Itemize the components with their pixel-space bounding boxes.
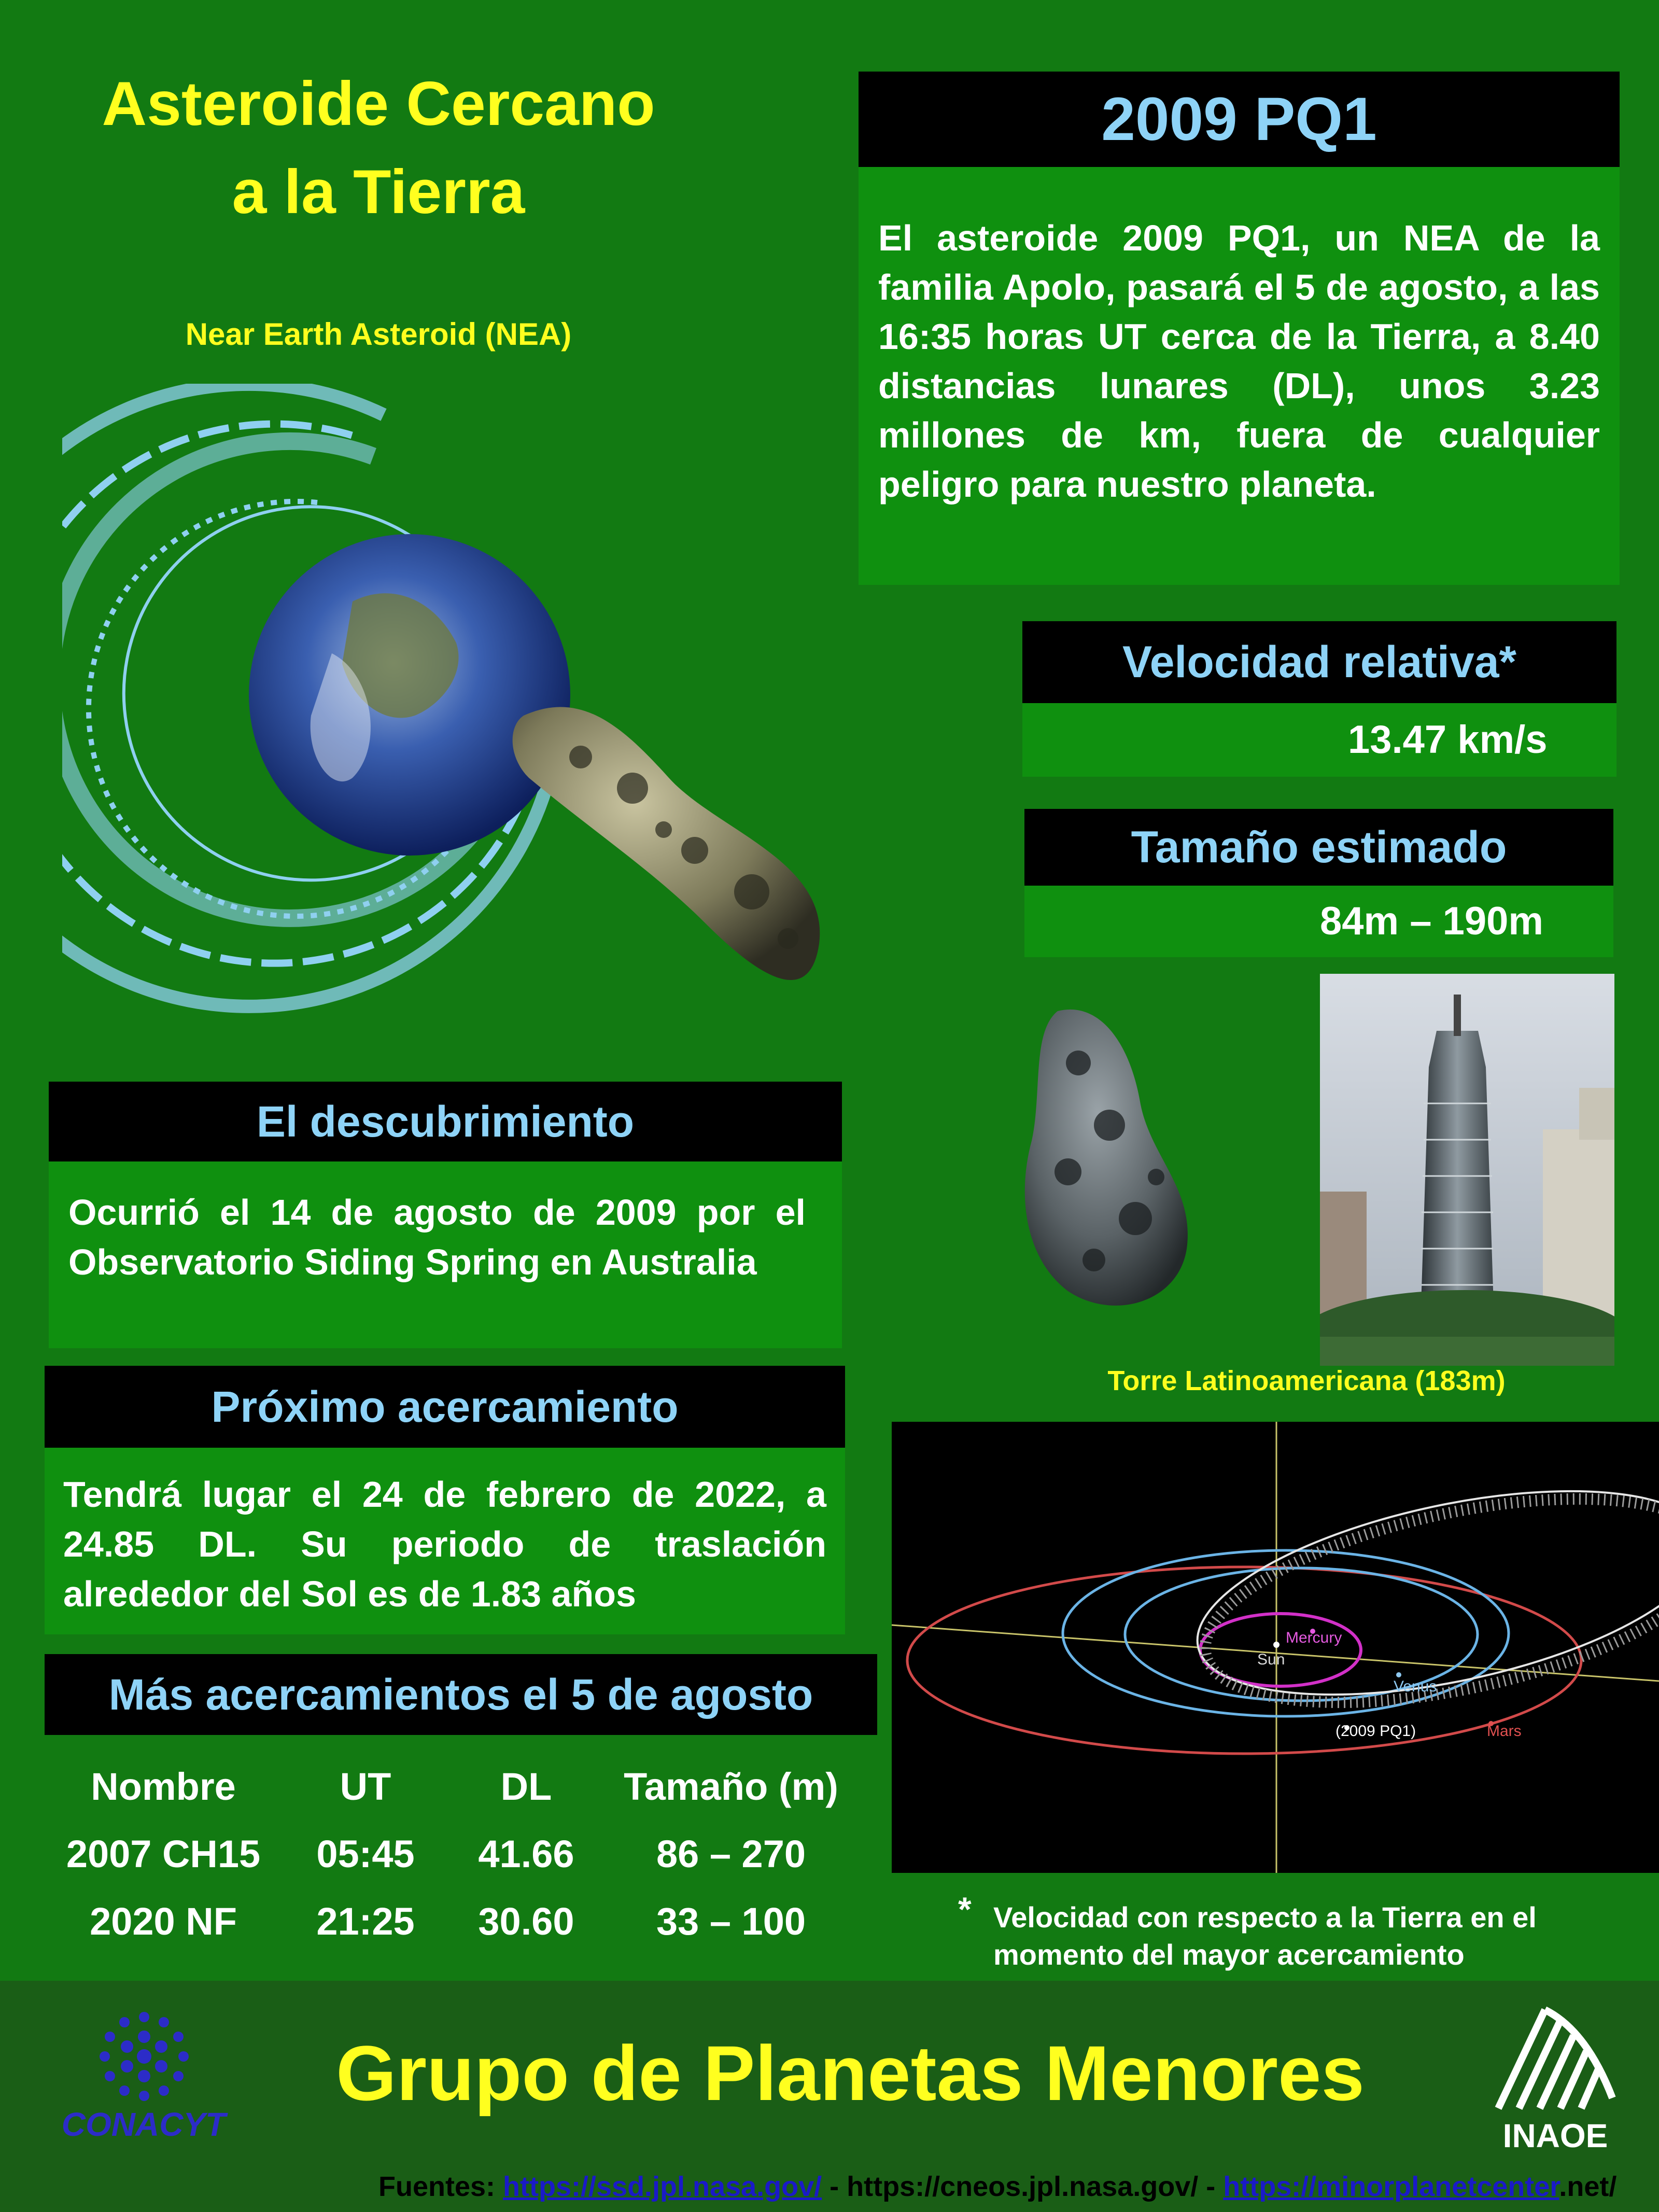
asteroid-name-header: 2009 PQ1	[859, 72, 1620, 167]
footer-band	[0, 1981, 1659, 2212]
orbit-label-venus: Venus	[1394, 1678, 1437, 1695]
group-name: Grupo de Planetas Menores	[336, 2029, 1365, 2117]
column-header-size: Tamaño (m)	[624, 1765, 838, 1808]
conacyt-logo-text: CONACYT	[61, 2106, 226, 2143]
velocity-value: 13.47 km/s	[1348, 718, 1548, 762]
earth-illustration	[62, 384, 820, 1013]
table-cell: 30.60	[478, 1899, 574, 1943]
table-row: 2007 CH15 05:45 41.66 86 – 270	[36, 1820, 850, 1887]
sources-label: Fuentes:	[378, 2171, 496, 2202]
more-approaches-table: Nombre UT DL Tamaño (m) 2007 CH15 05:45 …	[36, 1753, 850, 1955]
discovery-panel: Ocurrió el 14 de agosto de 2009 por el O…	[49, 1161, 842, 1348]
source-link-cneos[interactable]: https://cneos.jpl.nasa.gov/	[847, 2171, 1199, 2202]
source-separator: -	[1198, 2171, 1224, 2202]
column-header-nombre: Nombre	[91, 1765, 236, 1808]
table-cell: 86 – 270	[656, 1832, 806, 1875]
tower-photo	[1320, 974, 1614, 1366]
source-link-mpc-tail: .net/	[1559, 2171, 1617, 2202]
next-approach-text: Tendrá lugar el 24 de febrero de 2022, a…	[63, 1474, 826, 1614]
conacyt-logo	[100, 2012, 189, 2101]
more-approaches-header: Más acercamientos el 5 de agosto	[45, 1654, 877, 1735]
asteroid-name: 2009 PQ1	[1101, 85, 1377, 153]
column-header-ut: UT	[340, 1765, 391, 1808]
next-approach-header: Próximo acercamiento	[45, 1366, 845, 1448]
footnote-text: Velocidad con respecto a la Tierra en el…	[993, 1901, 1537, 1971]
size-value: 84m – 190m	[1320, 899, 1543, 943]
tower-caption: Torre Latinoamericana (183m)	[1107, 1365, 1506, 1396]
page-subtitle: Near Earth Asteroid (NEA)	[185, 317, 572, 352]
column-header-dl: DL	[500, 1765, 552, 1808]
sources-line: Fuentes: https://ssd.jpl.nasa.gov/ - htt…	[378, 2171, 1616, 2203]
inaoe-logo-text: INAOE	[1502, 2117, 1608, 2154]
asteroid-shape	[512, 707, 820, 981]
discovery-label: El descubrimiento	[256, 1097, 635, 1146]
velocity-panel: 13.47 km/s	[1022, 703, 1616, 777]
table-row: 2020 NF 21:25 30.60 33 – 100	[36, 1887, 850, 1955]
table-cell: 2020 NF	[90, 1899, 237, 1943]
page-title: Asteroide Cercano a la Tierra	[102, 69, 655, 227]
footnote-mark: *	[958, 1890, 972, 1928]
asteroid-description: El asteroide 2009 PQ1, un NEA de la fami…	[878, 218, 1600, 505]
asteroid-description-panel: El asteroide 2009 PQ1, un NEA de la fami…	[859, 167, 1620, 585]
table-cell: 33 – 100	[656, 1899, 806, 1943]
orbit-label-sun: Sun	[1257, 1651, 1285, 1668]
size-label: Tamaño estimado	[1131, 822, 1507, 872]
discovery-text: Ocurrió el 14 de agosto de 2009 por el O…	[68, 1192, 806, 1282]
orbit-label-mercury: Mercury	[1286, 1629, 1342, 1646]
table-cell: 41.66	[478, 1832, 574, 1875]
table-header-row: Nombre UT DL Tamaño (m)	[36, 1753, 850, 1820]
table-cell: 05:45	[316, 1832, 415, 1875]
source-separator: -	[822, 2171, 847, 2202]
next-approach-panel: Tendrá lugar el 24 de febrero de 2022, a…	[45, 1448, 845, 1634]
orbit-label-asteroid: (2009 PQ1)	[1335, 1723, 1416, 1740]
next-approach-label: Próximo acercamiento	[211, 1382, 679, 1431]
inaoe-logo	[1495, 2006, 1616, 2110]
source-link-mpc[interactable]: https://minorplanetcenter	[1223, 2171, 1559, 2202]
velocity-header: Velocidad relativa*	[1022, 621, 1616, 703]
orbit-diagram: Sun Mercury Venus (2009 PQ1) Mars	[892, 1422, 1659, 1873]
more-approaches-label: Más acercamientos el 5 de agosto	[108, 1670, 813, 1719]
velocity-label: Velocidad relativa*	[1122, 637, 1517, 687]
source-link-ssd[interactable]: https://ssd.jpl.nasa.gov/	[503, 2171, 822, 2202]
size-panel: 84m – 190m	[1024, 886, 1613, 957]
table-cell: 2007 CH15	[66, 1832, 261, 1875]
discovery-header: El descubrimiento	[49, 1082, 842, 1161]
table-cell: 21:25	[316, 1899, 415, 1943]
size-asteroid-image	[1024, 1009, 1188, 1306]
size-header: Tamaño estimado	[1024, 809, 1613, 886]
orbit-label-mars: Mars	[1487, 1723, 1522, 1740]
